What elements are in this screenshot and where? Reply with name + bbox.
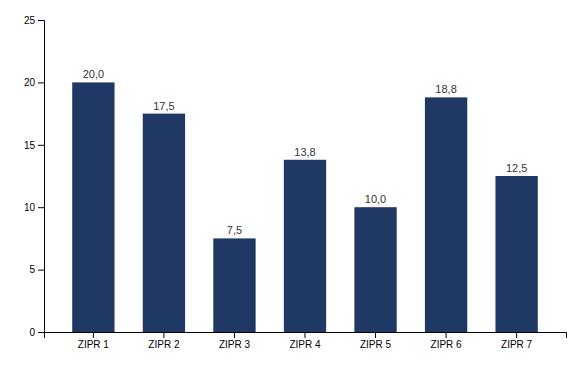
x-tick-mark xyxy=(234,332,235,338)
x-tick-label: ZIPR 6 xyxy=(431,339,463,350)
x-tick: ZIPR 2 xyxy=(148,332,180,350)
x-tick: ZIPR 4 xyxy=(289,332,321,350)
data-label: 12,5 xyxy=(506,162,527,174)
bar xyxy=(284,160,326,332)
bar xyxy=(72,82,114,332)
x-tick: ZIPR 1 xyxy=(78,332,110,350)
y-tick: 20 xyxy=(24,77,44,88)
data-label: 18,8 xyxy=(435,83,456,95)
y-tick-label: 25 xyxy=(24,15,36,26)
data-label: 20,0 xyxy=(83,68,104,80)
x-tick-mark xyxy=(375,332,376,338)
y-tick: 0 xyxy=(29,327,44,338)
y-tick-mark xyxy=(38,145,44,146)
bar xyxy=(143,114,185,332)
data-label: 10,0 xyxy=(365,193,386,205)
bar xyxy=(354,207,396,332)
bar xyxy=(495,176,537,332)
y-tick-mark xyxy=(38,82,44,83)
y-tick-label: 15 xyxy=(24,140,36,151)
y-axis-line xyxy=(38,21,45,333)
y-tick: 10 xyxy=(24,202,44,213)
x-tick-label: ZIPR 2 xyxy=(148,339,180,350)
data-labels: 20,0 17,5 7,5 13,8 10,0 18,8 12,5 xyxy=(83,68,528,236)
data-label: 7,5 xyxy=(227,224,242,236)
y-tick-mark xyxy=(38,207,44,208)
bar xyxy=(425,97,467,332)
y-tick-label: 20 xyxy=(24,77,36,88)
x-tick-mark xyxy=(446,332,447,338)
x-tick-label: ZIPR 1 xyxy=(78,339,110,350)
x-tick-label: ZIPR 7 xyxy=(501,339,533,350)
y-tick-mark xyxy=(38,20,44,21)
y-axis: 0 5 10 15 20 25 xyxy=(24,15,45,338)
x-tick-mark xyxy=(516,332,517,338)
y-tick-label: 10 xyxy=(24,202,36,213)
x-tick-label: ZIPR 4 xyxy=(289,339,321,350)
bar xyxy=(213,238,255,332)
y-tick-label: 5 xyxy=(29,264,35,275)
x-tick: ZIPR 3 xyxy=(219,332,251,350)
data-label: 17,5 xyxy=(153,100,174,112)
x-tick-label: ZIPR 5 xyxy=(360,339,392,350)
x-tick-mark xyxy=(305,332,306,338)
x-tick: ZIPR 6 xyxy=(431,332,463,350)
x-tick: ZIPR 7 xyxy=(501,332,533,350)
bars xyxy=(72,82,538,332)
x-tick: ZIPR 5 xyxy=(360,332,392,350)
data-label: 13,8 xyxy=(294,146,315,158)
x-axis: ZIPR 1 ZIPR 2 ZIPR 3 ZIPR 4 ZIPR 5 ZIPR 6 ZIPR… xyxy=(45,332,567,350)
y-tick: 25 xyxy=(24,15,44,26)
y-tick-label: 0 xyxy=(29,327,35,338)
chart: 0 5 10 15 20 25 ZIPR 1 ZIPR 2 ZIPR 3 ZIPR 4 ZIPR 5… xyxy=(0,0,582,366)
x-axis-line xyxy=(45,333,567,339)
y-tick: 15 xyxy=(24,140,44,151)
plot: 0 5 10 15 20 25 ZIPR 1 ZIPR 2 ZIPR 3 ZIPR 4 ZIPR 5… xyxy=(24,15,567,350)
x-tick-label: ZIPR 3 xyxy=(219,339,251,350)
x-tick-mark xyxy=(163,332,164,338)
x-tick-mark xyxy=(93,332,94,338)
y-tick-mark xyxy=(38,332,44,333)
y-tick: 5 xyxy=(29,264,44,275)
y-tick-mark xyxy=(38,270,44,271)
